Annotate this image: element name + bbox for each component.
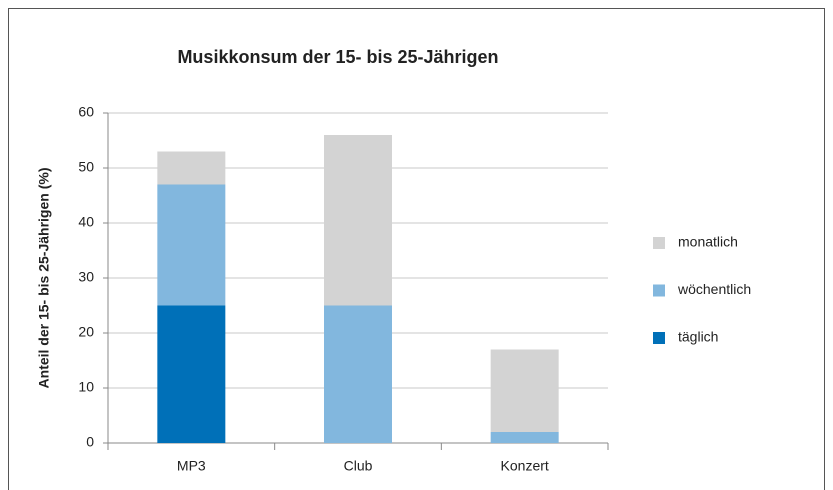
chart-title: Musikkonsum der 15- bis 25-Jährigen: [177, 47, 498, 67]
legend-swatch: [653, 284, 665, 297]
y-tick-label: 30: [78, 269, 94, 285]
legend-label: wöchentlich: [677, 281, 751, 297]
x-tick-label: Club: [344, 458, 373, 474]
y-tick-label: 60: [78, 104, 94, 120]
y-tick-label: 10: [78, 379, 94, 395]
bar-segment: [490, 432, 559, 443]
bar-segment: [157, 151, 226, 185]
y-tick-label: 20: [78, 324, 94, 340]
bar-segment: [324, 305, 392, 443]
y-tick-label: 50: [78, 159, 94, 175]
bar-segment: [490, 349, 559, 432]
y-tick-label: 0: [86, 434, 94, 450]
y-tick-label: 40: [78, 214, 94, 230]
chart-frame: [8, 8, 825, 490]
x-tick-label: MP3: [177, 458, 206, 474]
legend-swatch: [653, 237, 665, 249]
y-axis-label: Anteil der 15- bis 25-Jährigen (%): [36, 168, 52, 389]
bar-segment: [324, 135, 392, 306]
legend-label: täglich: [678, 329, 718, 345]
legend-swatch: [653, 332, 665, 344]
x-tick-label: Konzert: [501, 458, 549, 474]
legend-label: monatlich: [678, 234, 738, 250]
bar-segment: [157, 184, 226, 306]
bar-segment: [157, 305, 226, 443]
